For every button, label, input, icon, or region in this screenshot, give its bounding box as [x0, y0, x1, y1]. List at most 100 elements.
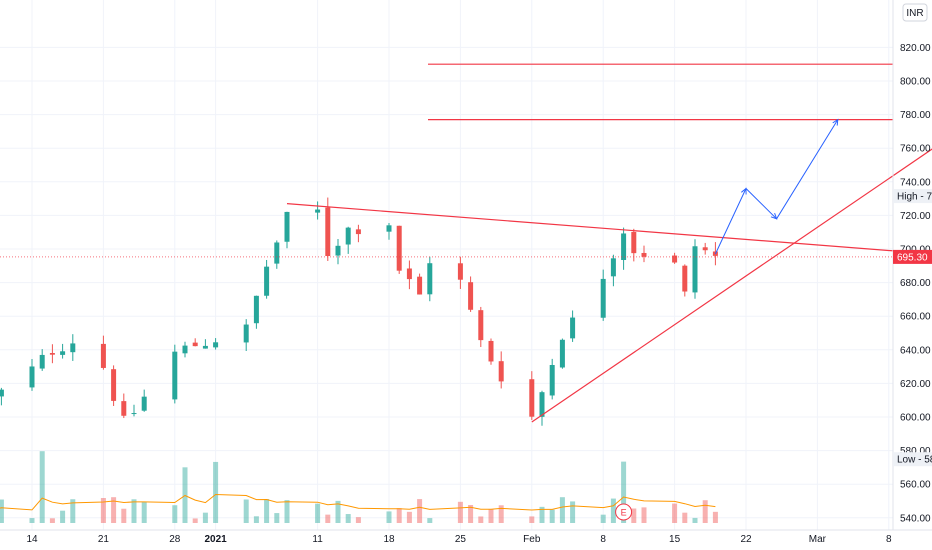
price-tick-label: 780.00	[900, 110, 931, 121]
grid	[0, 0, 893, 530]
earnings-marker-label: E	[621, 508, 627, 518]
candle-body	[284, 211, 290, 242]
candle-body	[29, 366, 35, 388]
candle-body	[49, 353, 55, 355]
price-tick-label: 560.00	[900, 480, 931, 491]
time-tick-label: Feb	[523, 534, 541, 545]
volume-bar	[621, 461, 627, 523]
candle-body	[488, 340, 494, 362]
projection-path[interactable]	[714, 119, 839, 255]
candle-body	[427, 263, 433, 295]
volume-bar	[355, 517, 361, 523]
high-badge-bg	[893, 189, 932, 204]
candle-body	[253, 295, 259, 324]
price-badges: High - 731.50 Low - 585.00 695.30	[893, 189, 932, 467]
price-tick-label: 580.00	[900, 446, 931, 457]
candle-body	[457, 263, 463, 280]
low-badge-text: Low - 585.00	[897, 455, 932, 466]
candle-body	[60, 351, 66, 355]
time-tick-label: 25	[455, 534, 467, 545]
candle-body	[692, 246, 698, 293]
candle-body	[529, 379, 535, 417]
time-axis[interactable]: 1421282021111825Feb81522Mar815	[0, 529, 932, 545]
volume-bar	[529, 516, 535, 523]
volume-bar	[406, 511, 412, 523]
last-price-badge-text: 695.30	[897, 252, 928, 263]
volume-bar	[325, 514, 331, 523]
price-axis[interactable]: 820.00800.00780.00760.00740.00720.00700.…	[892, 0, 931, 530]
volume-bar	[141, 501, 147, 523]
candle-body	[406, 268, 412, 280]
candle-body	[141, 396, 147, 411]
last-price-badge-bg	[893, 249, 932, 264]
volume-bar	[315, 503, 321, 523]
candle-body	[672, 255, 678, 263]
volume-bar	[253, 516, 259, 523]
candle-body	[702, 247, 708, 251]
volume-bar	[427, 518, 433, 523]
candle-body	[417, 276, 423, 295]
candle-body	[182, 345, 188, 354]
price-tick-label: 820.00	[900, 43, 931, 54]
earnings-marker[interactable]	[615, 503, 633, 521]
candle-body	[386, 225, 392, 232]
volume-bar	[121, 508, 127, 523]
volume-bar	[712, 511, 718, 523]
currency-badge[interactable]: INR	[902, 3, 928, 22]
volume-bar	[0, 499, 4, 523]
volume-bar	[345, 514, 351, 523]
volume-bar	[682, 512, 688, 523]
volume-bar	[457, 501, 463, 523]
candlesticks	[0, 197, 718, 426]
candle-body	[345, 227, 351, 245]
volume-bar	[417, 499, 423, 523]
volume-bar	[488, 509, 494, 523]
volume-bar	[39, 451, 45, 523]
projection-arrowhead	[770, 212, 778, 220]
volume-bar	[49, 518, 55, 523]
volume-bar	[243, 499, 249, 523]
volume-bar	[100, 498, 106, 523]
candle-body	[570, 317, 576, 339]
candle-body	[213, 342, 219, 348]
volume-bar	[702, 500, 708, 523]
volume-bar	[131, 499, 137, 523]
time-tick-label: 2021	[204, 534, 227, 545]
candle-body	[468, 282, 474, 310]
price-tick-label: 660.00	[900, 312, 931, 323]
candle-body	[600, 278, 606, 318]
price-tick-label: 640.00	[900, 345, 931, 356]
candle-body	[610, 258, 616, 277]
candle-body	[559, 339, 565, 368]
volume-bar	[202, 512, 208, 523]
candle-body	[621, 233, 627, 261]
volume-bar	[641, 507, 647, 523]
ascending-trendline[interactable]	[531, 74, 932, 423]
volume-bar	[692, 517, 698, 523]
time-tick-label: 8	[600, 534, 606, 545]
candle-body	[682, 265, 688, 292]
volume-bar	[468, 504, 474, 523]
candle-body	[172, 351, 178, 400]
volume-bar	[610, 498, 616, 523]
candle-body	[315, 209, 321, 213]
volume-bar	[478, 516, 484, 523]
candle-body	[274, 242, 280, 264]
volume-bar	[192, 518, 198, 523]
candle-body	[355, 229, 361, 235]
time-tick-label: 18	[383, 534, 395, 545]
projection-arrowhead	[832, 118, 839, 126]
price-tick-label: 720.00	[900, 211, 931, 222]
price-tick-label: 540.00	[900, 513, 931, 524]
candle-body	[0, 389, 4, 397]
time-tick-label: 11	[312, 534, 323, 545]
price-tick-label: 800.00	[900, 77, 931, 88]
price-tick-label: 740.00	[900, 177, 931, 188]
candle-body	[539, 392, 545, 417]
volume-bar	[111, 497, 117, 523]
candle-body	[111, 369, 117, 401]
candle-body	[641, 252, 647, 257]
time-tick-label: 28	[169, 534, 181, 545]
candle-body	[192, 342, 198, 347]
